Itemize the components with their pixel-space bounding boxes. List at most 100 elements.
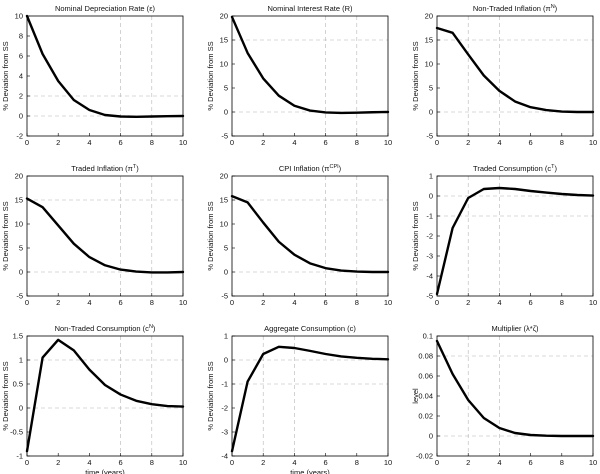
y-tick-label: -3 bbox=[221, 428, 228, 437]
x-tick-label: 8 bbox=[150, 298, 154, 307]
x-tick-label: 10 bbox=[384, 298, 392, 307]
title-superscript: N bbox=[551, 4, 555, 10]
title-main: Aggregate Consumption (c) bbox=[264, 324, 356, 333]
y-axis-label: % Deviation from SS bbox=[411, 41, 420, 110]
y-tick-label: 5 bbox=[224, 84, 228, 93]
x-tick-label: 0 bbox=[25, 458, 29, 467]
x-tick-label: 6 bbox=[529, 298, 533, 307]
axes-frame bbox=[436, 335, 594, 457]
x-tick-label: 8 bbox=[150, 138, 154, 147]
series-line bbox=[25, 14, 185, 119]
y-tick-label: 10 bbox=[220, 60, 228, 69]
y-tick-label: 5 bbox=[429, 84, 433, 93]
x-tick-label: 6 bbox=[119, 298, 123, 307]
x-tick-label: 0 bbox=[230, 138, 234, 147]
y-tick-label: 10 bbox=[425, 60, 433, 69]
x-tick-label: 0 bbox=[25, 138, 29, 147]
y-tick-label: 0 bbox=[224, 268, 228, 277]
axes-frame bbox=[231, 175, 389, 297]
y-axis-label: % Deviation from SS bbox=[1, 201, 10, 270]
y-tick-label: 0 bbox=[19, 404, 23, 413]
x-tick-label: 2 bbox=[466, 458, 470, 467]
y-tick-label: 0.06 bbox=[418, 372, 433, 381]
y-tick-label: -2 bbox=[16, 132, 23, 141]
y-tick-label: 0 bbox=[19, 268, 23, 277]
y-tick-label: -0.5 bbox=[10, 428, 23, 437]
y-tick-label: -5 bbox=[221, 132, 228, 141]
x-tick-label: 4 bbox=[497, 138, 501, 147]
x-tick-label: 10 bbox=[384, 458, 392, 467]
x-tick-label: 2 bbox=[56, 458, 60, 467]
panel-title: Aggregate Consumption (c) bbox=[264, 324, 356, 333]
y-tick-label: -4 bbox=[221, 452, 228, 461]
title-main: CPI Inflation ( bbox=[279, 164, 325, 173]
y-tick-label: 0.04 bbox=[418, 392, 433, 401]
series-line bbox=[435, 186, 595, 296]
series-line bbox=[25, 197, 185, 274]
x-tick-label: 8 bbox=[560, 298, 564, 307]
y-tick-label: -0.02 bbox=[416, 452, 433, 461]
y-tick-label: 5 bbox=[19, 244, 23, 253]
y-tick-label: -1 bbox=[426, 212, 433, 221]
axes-frame bbox=[436, 15, 594, 137]
panel-title: Traded Consumption (cT) bbox=[473, 164, 557, 173]
series-line bbox=[230, 345, 390, 453]
x-tick-label: 2 bbox=[56, 298, 60, 307]
x-tick-label: 8 bbox=[355, 138, 359, 147]
y-tick-label: -5 bbox=[16, 292, 23, 301]
title-end: ) bbox=[153, 4, 156, 13]
y-tick-label: 0 bbox=[224, 108, 228, 117]
x-tick-label: 4 bbox=[497, 458, 501, 467]
x-tick-label: 2 bbox=[261, 298, 265, 307]
series-line bbox=[435, 339, 595, 438]
y-tick-label: -2 bbox=[221, 404, 228, 413]
y-tick-label: 6 bbox=[19, 52, 23, 61]
y-tick-label: 1 bbox=[224, 332, 228, 341]
panel-title: Non-Traded Consumption (cN) bbox=[55, 324, 156, 333]
title-end: ) bbox=[555, 4, 558, 13]
title-symbol: π bbox=[128, 164, 133, 173]
x-tick-label: 10 bbox=[589, 138, 597, 147]
y-axis-label: % Deviation from SS bbox=[411, 201, 420, 270]
y-axis-label: level bbox=[411, 388, 420, 404]
panel-title: Nominal Interest Rate (R) bbox=[267, 4, 353, 13]
x-tick-label: 2 bbox=[261, 458, 265, 467]
y-tick-label: 10 bbox=[15, 220, 23, 229]
y-tick-label: -5 bbox=[426, 292, 433, 301]
x-tick-label: 6 bbox=[119, 458, 123, 467]
x-tick-label: 6 bbox=[324, 458, 328, 467]
x-tick-label: 0 bbox=[230, 298, 234, 307]
y-tick-label: 15 bbox=[220, 36, 228, 45]
x-tick-label: 10 bbox=[589, 458, 597, 467]
y-axis-label: % Deviation from SS bbox=[206, 41, 215, 110]
panel-title: Multiplier (λ*ζ) bbox=[491, 324, 539, 333]
panel-title: Non-Traded Inflation (πN) bbox=[473, 4, 558, 13]
panel-7: 0 2 4 6 8 10 -1 -0.5 0 0.5 1 1.5 Non-Traded Consumpt… bbox=[1, 324, 187, 474]
x-tick-label: 8 bbox=[150, 458, 154, 467]
x-tick-label: 10 bbox=[179, 138, 187, 147]
title-main: Non-Traded Inflation ( bbox=[473, 4, 546, 13]
series-line bbox=[25, 338, 185, 453]
x-tick-label: 0 bbox=[25, 298, 29, 307]
y-tick-label: 0 bbox=[224, 356, 228, 365]
y-tick-label: 15 bbox=[220, 196, 228, 205]
x-tick-label: 4 bbox=[497, 298, 501, 307]
y-tick-label: 20 bbox=[220, 12, 228, 21]
y-tick-label: -5 bbox=[221, 292, 228, 301]
title-end: ) bbox=[536, 324, 539, 333]
y-tick-label: 0 bbox=[429, 432, 433, 441]
title-main: Multiplier ( bbox=[491, 324, 526, 333]
x-tick-label: 0 bbox=[435, 138, 439, 147]
x-tick-label: 10 bbox=[179, 298, 187, 307]
panel-title: CPI Inflation (πCPI) bbox=[279, 164, 342, 173]
panel-9: 0 2 4 6 8 10-0.0200.020.040.060.080.1Multipli… bbox=[411, 324, 597, 467]
x-axis-label: time (years) bbox=[85, 468, 125, 474]
y-tick-label: 0 bbox=[429, 108, 433, 117]
y-tick-label: 8 bbox=[19, 32, 23, 41]
series-line bbox=[230, 15, 390, 115]
y-tick-label: 10 bbox=[220, 220, 228, 229]
y-tick-label: 0.02 bbox=[418, 412, 433, 421]
title-symbol: π bbox=[546, 4, 551, 13]
